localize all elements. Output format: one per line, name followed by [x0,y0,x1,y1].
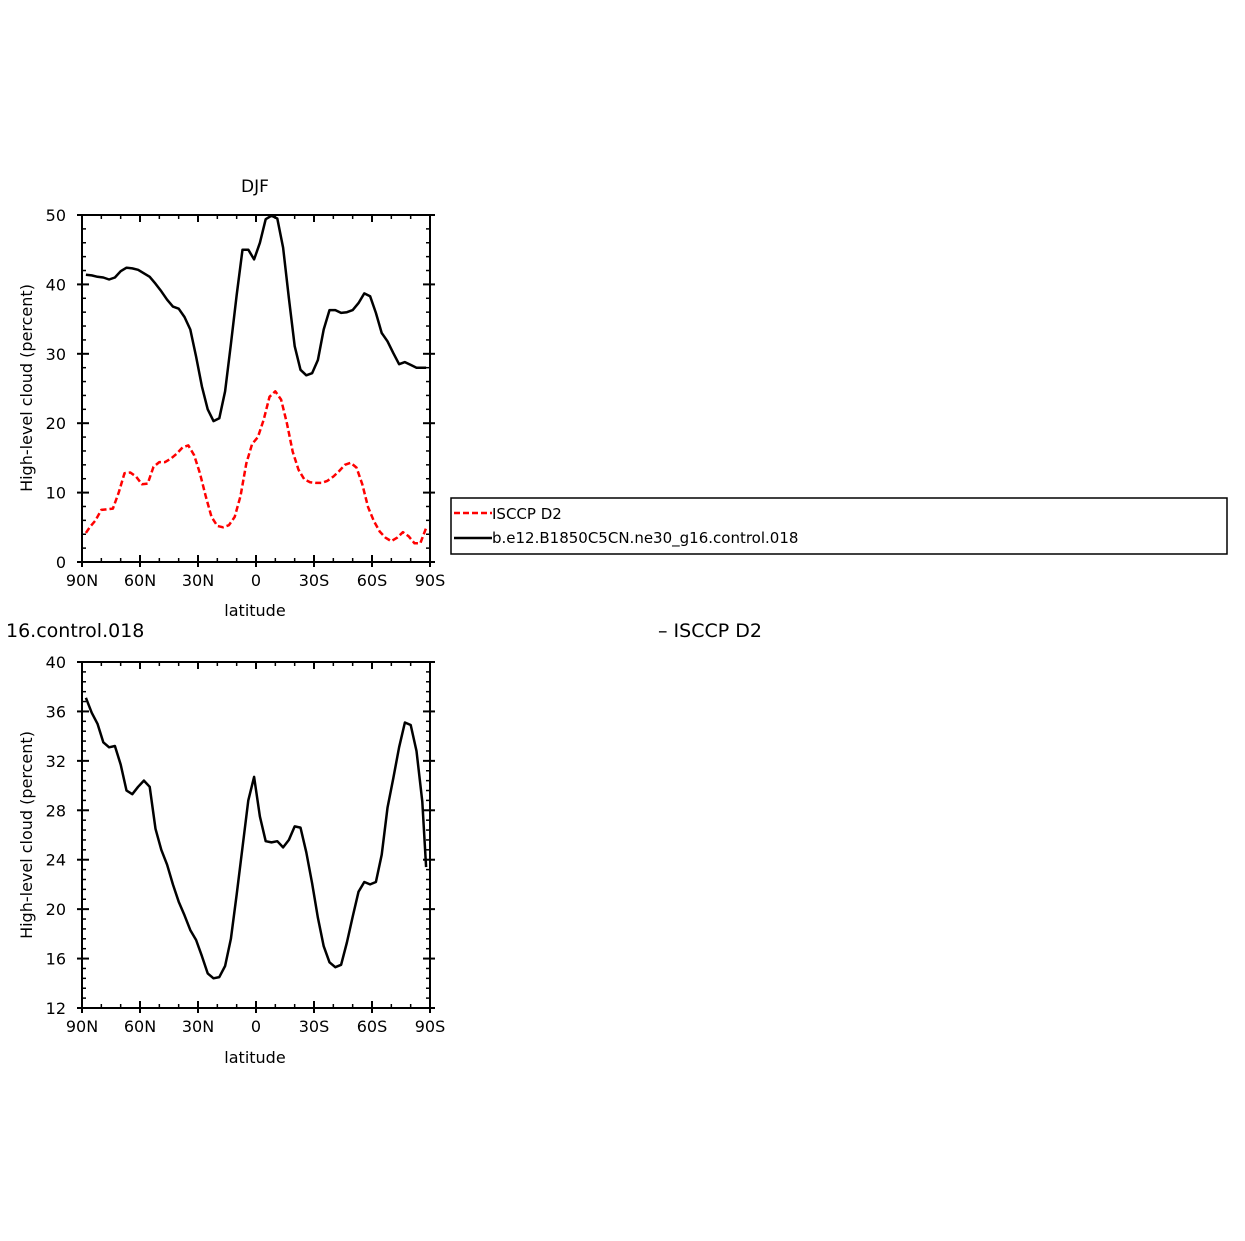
panel-2-ytick-label: 40 [46,653,66,672]
panel-1-ytick-label: 40 [46,275,66,294]
legend: ISCCP D2 b.e12.B1850C5CN.ne30_g16.contro… [450,497,1228,555]
panel-2-xtick-label: 0 [251,1017,261,1036]
panel-1-title: DJF [241,177,269,197]
panel-2-axes-layer: 90N 60N 30N 0 30S 60S 90S 12 16 20 24 28 32 36 40 [46,653,446,1036]
panel-2-ytick-label: 16 [46,950,66,969]
panel-2-xtick-label: 90S [415,1017,446,1036]
panel-1-ylabel: High-level cloud (percent) [17,284,36,492]
panel-2-ytick-label: 24 [46,851,66,870]
panel-2-ytick-label: 32 [46,752,66,771]
panel-1-series-line-1 [85,214,427,423]
panel-1-xtick-label: 90N [66,571,98,590]
panel-1-ytick-label: 10 [46,484,66,503]
panel-2-ytick-label: 36 [46,702,66,721]
legend-label-isccp: ISCCP D2 [492,505,562,523]
panel-1-ytick-label: 50 [46,206,66,225]
panel-2-ytick-label: 12 [46,999,66,1018]
panel-1-axes-layer: 90N 60N 30N 0 30S 60S 90S 0 10 20 30 40 50 [46,206,446,590]
panel-2-ytick-label: 20 [46,900,66,919]
panel-2-title: 16.control.018 [6,620,144,642]
panel-1-series-layer [84,214,428,545]
panel-1-plot-frame [81,214,431,563]
panel-1-xtick-label: 90S [415,571,446,590]
panel-1-series-line-0 [84,390,428,545]
panel-2-xtick-label: 60N [124,1017,156,1036]
panel-2-ytick-label: 28 [46,801,66,820]
panel-2-ylabel: High-level cloud (percent) [17,731,36,939]
panel-1-xtick-label: 0 [251,571,261,590]
panel-2-series-line-0 [84,697,428,980]
panel-1-xtick-label: 30S [299,571,330,590]
panel-2-xtick-label: 90N [66,1017,98,1036]
panel-2-xtick-label: 60S [357,1017,388,1036]
panel-1-ytick-label: 20 [46,414,66,433]
panel-1-xtick-label: 30N [182,571,214,590]
panel-2-subtitle: – ISCCP D2 [658,620,762,642]
legend-label-model: b.e12.B1850C5CN.ne30_g16.control.018 [492,529,798,548]
panel-1-xlabel: latitude [224,601,285,620]
legend-box [450,497,1228,555]
panel-2-xtick-label: 30S [299,1017,330,1036]
panel-1-xtick-label: 60N [124,571,156,590]
panel-1-ytick-label: 0 [56,553,66,572]
panel-2-plot-frame [81,661,431,1009]
panel-1-ytick-label: 30 [46,345,66,364]
panel-2-xtick-label: 30N [182,1017,214,1036]
panel-2-xlabel: latitude [224,1048,285,1067]
panel-2: 16.control.018 – ISCCP D2 latitude High-… [6,620,762,1067]
panel-1: DJF latitude High-level cloud (percent) … [17,177,445,620]
panel-2-series-layer [84,697,428,980]
panel-1-xtick-label: 60S [357,571,388,590]
